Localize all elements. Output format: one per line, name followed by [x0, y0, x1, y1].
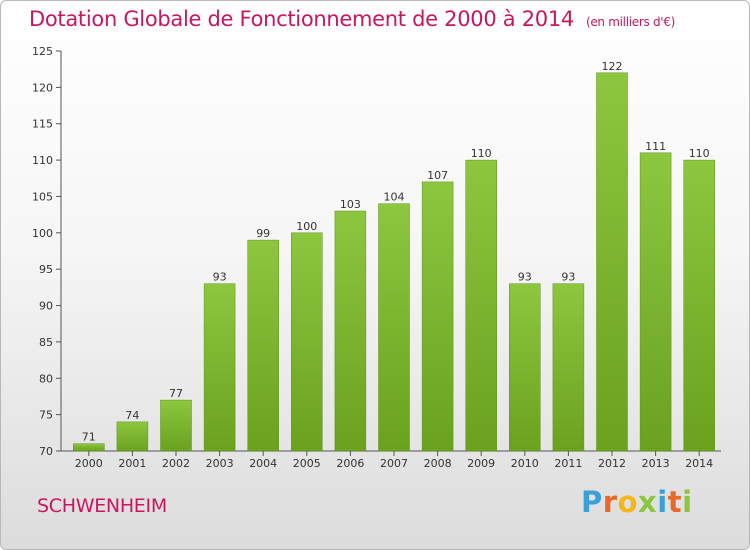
- bar-value-label: 99: [256, 227, 270, 240]
- logo-letter: r: [602, 485, 618, 519]
- bar-value-label: 110: [471, 147, 492, 160]
- bar: [73, 443, 105, 452]
- bar: [378, 203, 410, 452]
- bar: [552, 283, 585, 452]
- bar: [683, 159, 715, 452]
- logo-letter: P: [581, 485, 603, 519]
- x-tick-label: 2013: [642, 457, 670, 470]
- x-tick-label: 2008: [424, 457, 452, 470]
- bar: [247, 239, 279, 452]
- y-tick-label: 105: [32, 190, 53, 203]
- bar: [291, 232, 323, 452]
- chart-subtitle: (en milliers d'€): [585, 15, 675, 29]
- bar-value-label: 122: [602, 60, 623, 73]
- logo-letter: o: [617, 485, 639, 519]
- bar: [160, 399, 192, 452]
- bar: [509, 283, 541, 452]
- x-tick-label: 2004: [249, 457, 277, 470]
- x-tick-label: 2003: [206, 457, 234, 470]
- y-tick-label: 120: [32, 81, 53, 94]
- bar-value-label: 103: [340, 198, 361, 211]
- bar-value-label: 100: [296, 220, 317, 233]
- logo-letter: x: [638, 485, 658, 519]
- logo-letter: i: [657, 485, 668, 519]
- x-tick-label: 2002: [162, 457, 190, 470]
- y-tick-label: 70: [39, 445, 53, 458]
- x-tick-label: 2006: [336, 457, 364, 470]
- bar: [116, 421, 149, 452]
- bar: [596, 72, 628, 452]
- logo-letter: i: [682, 485, 693, 519]
- x-tick-label: 2010: [511, 457, 539, 470]
- y-tick-label: 95: [39, 263, 53, 276]
- bar: [203, 283, 236, 452]
- x-tick-label: 2001: [118, 457, 146, 470]
- chart-title: Dotation Globale de Fonctionnement de 20…: [29, 7, 675, 31]
- bar: [421, 181, 454, 452]
- bar-value-label: 74: [125, 409, 139, 422]
- bar-value-label: 104: [384, 191, 405, 204]
- bar: [639, 152, 672, 452]
- x-tick-label: 2011: [554, 457, 582, 470]
- y-tick-label: 80: [39, 372, 53, 385]
- bar-value-label: 93: [518, 271, 532, 284]
- bar-value-label: 93: [561, 271, 575, 284]
- x-tick-label: 2007: [380, 457, 408, 470]
- bar-value-label: 110: [689, 147, 710, 160]
- y-tick-label: 115: [32, 118, 53, 131]
- bar-value-label: 93: [213, 271, 227, 284]
- y-tick-label: 85: [39, 336, 53, 349]
- bar: [465, 159, 497, 452]
- x-tick-label: 2005: [293, 457, 321, 470]
- x-tick-label: 2000: [75, 457, 103, 470]
- y-tick-label: 125: [32, 45, 53, 58]
- logo-letter: t: [667, 485, 683, 519]
- y-tick-label: 110: [32, 154, 53, 167]
- bar-value-label: 77: [169, 387, 183, 400]
- y-tick-label: 75: [39, 409, 53, 422]
- commune-name: SCHWENHEIM: [37, 495, 167, 517]
- chart-title-text: Dotation Globale de Fonctionnement de 20…: [29, 7, 574, 31]
- bar-value-label: 111: [645, 140, 666, 153]
- bar-value-label: 71: [82, 431, 96, 444]
- x-tick-label: 2012: [598, 457, 626, 470]
- bar-value-label: 107: [427, 169, 448, 182]
- bar: [334, 210, 367, 452]
- proxiti-logo: Proxiti: [581, 485, 693, 519]
- x-tick-label: 2014: [685, 457, 713, 470]
- y-tick-label: 90: [39, 300, 53, 313]
- y-tick-label: 100: [32, 227, 53, 240]
- x-tick-label: 2009: [467, 457, 495, 470]
